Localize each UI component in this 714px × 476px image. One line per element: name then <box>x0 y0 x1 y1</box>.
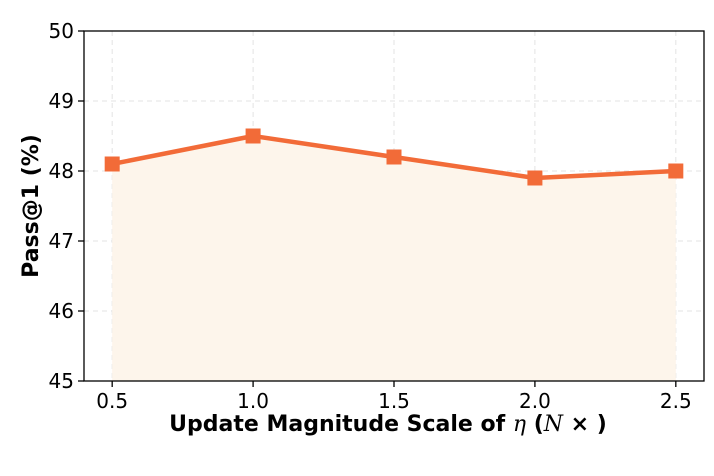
data-point-marker <box>527 170 543 186</box>
x-label-eta: η <box>513 412 526 437</box>
data-point-marker <box>104 156 120 172</box>
y-tick-label: 47 <box>49 229 74 253</box>
y-axis-label: Pass@1 (%) <box>19 134 44 278</box>
y-tick-label: 48 <box>49 159 74 183</box>
y-tick-label: 49 <box>49 89 74 113</box>
area-fill <box>112 136 676 381</box>
x-label-n: N <box>543 412 564 437</box>
y-axis-ticks: 45 46 47 48 49 50 <box>49 19 84 393</box>
data-point-marker <box>386 149 402 165</box>
x-tick-label: 1.5 <box>378 389 410 413</box>
x-label-suffix: × ) <box>563 412 607 437</box>
x-axis-ticks: 0.5 1.0 1.5 2.0 2.5 <box>96 381 692 413</box>
x-axis-label: Update Magnitude Scale of η (N × ) <box>169 412 607 437</box>
x-tick-label: 2.0 <box>519 389 551 413</box>
data-point-marker <box>245 128 261 144</box>
x-tick-label: 1.0 <box>237 389 269 413</box>
x-label-prefix: Update Magnitude Scale of <box>169 412 513 437</box>
data-markers <box>104 128 684 186</box>
y-tick-label: 50 <box>49 19 74 43</box>
y-tick-label: 45 <box>49 369 74 393</box>
x-label-paren-open: ( <box>526 412 544 437</box>
y-tick-label: 46 <box>49 299 74 323</box>
x-tick-label: 2.5 <box>660 389 692 413</box>
data-point-marker <box>668 163 684 179</box>
x-tick-label: 0.5 <box>96 389 128 413</box>
